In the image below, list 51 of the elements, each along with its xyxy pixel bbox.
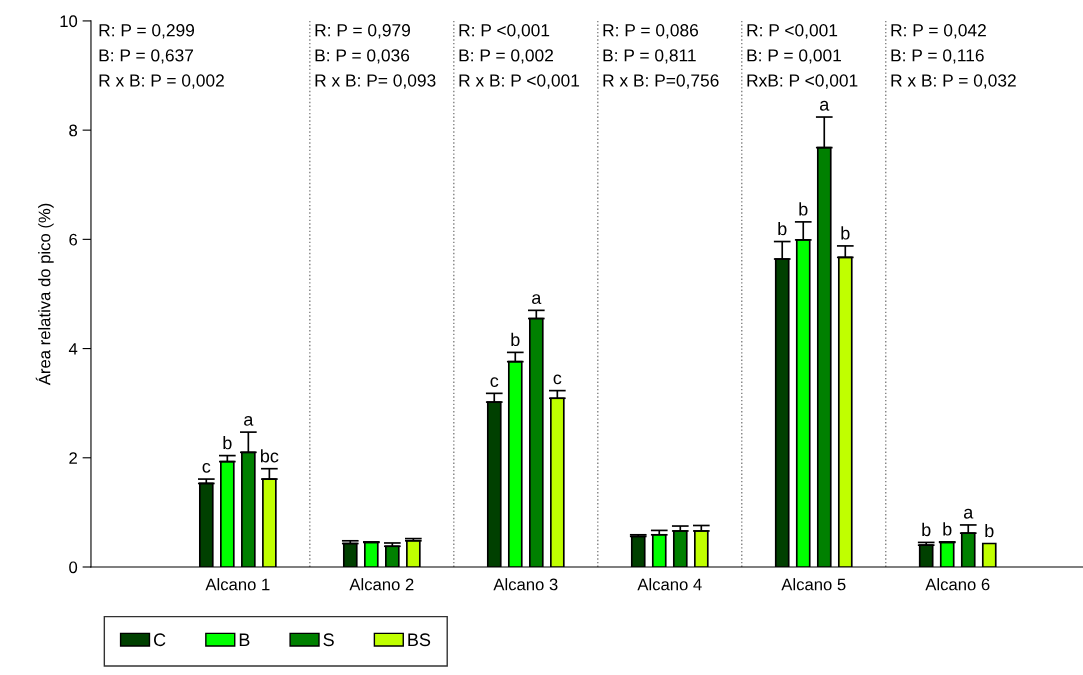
x-tick-label: Alcano 4 bbox=[637, 578, 702, 591]
x-tick-label: Alcano 1 bbox=[205, 578, 270, 591]
data-label: bc bbox=[261, 449, 279, 463]
data-label: c bbox=[553, 374, 562, 385]
y-tick-label: 8 bbox=[69, 124, 78, 137]
y-tick-label: 6 bbox=[69, 233, 78, 246]
data-label: b bbox=[985, 523, 994, 538]
annotation: R x B: P = 0,002 bbox=[99, 74, 224, 89]
data-label: b bbox=[223, 436, 232, 450]
annotation: B: P = 0,001 bbox=[747, 49, 841, 64]
annotation: R: P = 0,299 bbox=[99, 24, 195, 39]
data-label: b bbox=[943, 522, 952, 536]
annotation: R: P <0,001 bbox=[459, 24, 550, 39]
annotation: R x B: P = 0,032 bbox=[891, 74, 1016, 89]
annotation: B: P = 0,116 bbox=[891, 49, 984, 64]
legend-label: C bbox=[154, 633, 166, 647]
annotation: B: P = 0,811 bbox=[603, 49, 696, 64]
y-tick-label: 10 bbox=[60, 15, 78, 28]
data-label: b bbox=[511, 332, 520, 347]
annotation: R x B: P=0,756 bbox=[603, 74, 719, 89]
data-label: b bbox=[799, 202, 808, 216]
annotation: B: P = 0,002 bbox=[459, 49, 553, 64]
x-tick-label: Alcano 6 bbox=[925, 578, 990, 591]
annotation: B: P = 0,637 bbox=[99, 49, 194, 64]
data-label: c bbox=[490, 377, 499, 388]
x-tick-label: Alcano 3 bbox=[493, 578, 558, 591]
data-label: c bbox=[202, 462, 211, 473]
y-tick-label: 4 bbox=[68, 343, 78, 355]
x-tick-label: Alcano 2 bbox=[349, 578, 414, 591]
annotation: R: P <0,001 bbox=[747, 24, 838, 39]
x-tick-label: Alcano 5 bbox=[781, 578, 846, 591]
legend-label: B bbox=[239, 633, 250, 646]
data-label: a bbox=[820, 100, 830, 111]
data-label: a bbox=[963, 508, 974, 519]
annotation: R: P = 0,042 bbox=[891, 24, 986, 39]
annotation: R: P = 0,979 bbox=[315, 24, 411, 39]
legend-label: S bbox=[323, 633, 334, 647]
data-label: b bbox=[922, 522, 931, 537]
y-tick-label: 2 bbox=[69, 452, 77, 464]
annotation: R: P = 0,086 bbox=[603, 24, 699, 39]
data-label: a bbox=[244, 415, 254, 426]
y-axis-title: Área relativa do pico (%) bbox=[35, 203, 54, 386]
annotation: B: P = 0,036 bbox=[315, 49, 410, 64]
y-tick-label: 0 bbox=[69, 561, 78, 574]
data-label: b bbox=[841, 226, 850, 240]
annotation: RxB: P <0,001 bbox=[747, 74, 858, 89]
legend-label: BS bbox=[408, 633, 431, 647]
data-label: b bbox=[778, 221, 787, 236]
annotation: R x B: P= 0,093 bbox=[315, 74, 436, 89]
data-label: a bbox=[532, 294, 542, 305]
annotation: R x B: P <0,001 bbox=[459, 74, 580, 89]
